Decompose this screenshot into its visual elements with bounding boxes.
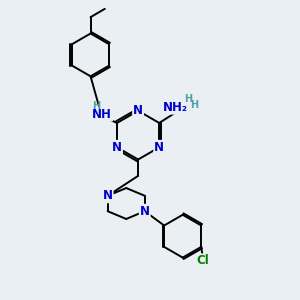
Text: H: H [92, 101, 100, 111]
Text: H: H [184, 94, 192, 104]
Text: N: N [103, 189, 113, 202]
Text: N: N [133, 104, 143, 117]
Text: H: H [190, 100, 198, 110]
Text: NH₂: NH₂ [163, 101, 188, 114]
Text: N: N [154, 141, 164, 154]
Text: N: N [140, 205, 150, 218]
Text: NH: NH [92, 107, 112, 121]
Text: N: N [112, 141, 122, 154]
Text: Cl: Cl [196, 254, 209, 267]
